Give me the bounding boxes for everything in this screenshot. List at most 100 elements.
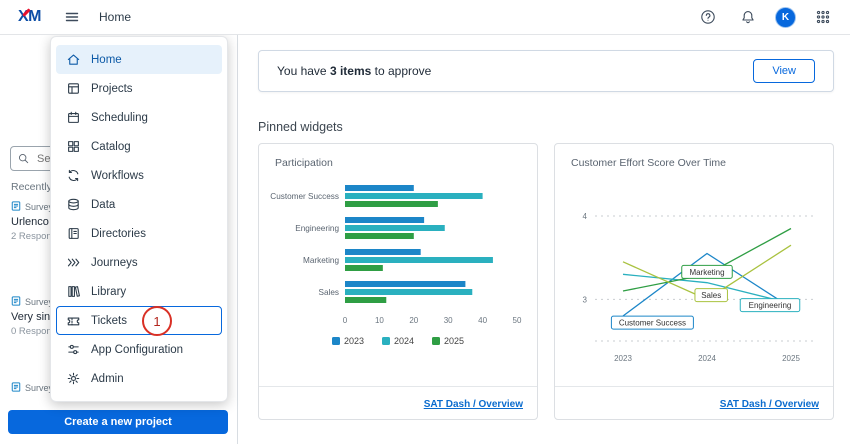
data-icon (66, 197, 81, 212)
item-type-label: Survey (25, 202, 54, 212)
annotation-marker: 1 (142, 306, 172, 336)
svg-text:0: 0 (343, 316, 348, 325)
nav-menu-popover: Home Projects Scheduling Catalog Workflows Da… (50, 36, 228, 402)
svg-text:Marketing: Marketing (689, 268, 724, 277)
home-icon (66, 52, 81, 67)
projects-icon (66, 81, 81, 96)
menu-item-label: Tickets (91, 314, 127, 327)
recent-survey-item[interactable]: Survey Urlenco 2 Respons (11, 201, 226, 242)
menu-item-workflows[interactable]: Workflows (56, 161, 222, 190)
widget-title: Participation (275, 157, 333, 169)
menu-item-label: Library (91, 285, 127, 298)
svg-text:Engineering: Engineering (295, 224, 339, 233)
effort-score-line-chart: 3 4 2023 2024 2025 Marketing Sales Engineering C… (565, 177, 823, 374)
survey-doc-icon (11, 201, 21, 213)
app-grid-icon[interactable] (810, 4, 836, 30)
svg-text:Sales: Sales (701, 291, 721, 300)
menu-item-label: Admin (91, 372, 124, 385)
page-title: Home (99, 10, 132, 24)
recent-survey-item[interactable]: Survey (11, 382, 226, 394)
scheduling-icon (66, 110, 81, 125)
participation-widget: Participation 0 10 20 30 40 50 Customer Succes… (258, 143, 538, 420)
menu-item-label: Directories (91, 227, 146, 240)
menu-item-projects[interactable]: Projects (56, 74, 222, 103)
menu-item-directories[interactable]: Directories (56, 219, 222, 248)
recently-label: Recently (11, 181, 52, 193)
svg-text:50: 50 (513, 316, 522, 325)
catalog-icon (66, 139, 81, 154)
user-avatar[interactable]: K (775, 6, 796, 28)
xm-logo: XM (18, 8, 42, 25)
menu-item-label: Catalog (91, 140, 131, 153)
svg-text:Engineering: Engineering (749, 301, 792, 310)
menu-item-label: Scheduling (91, 111, 148, 124)
view-button[interactable]: View (753, 59, 815, 83)
top-bar: XM Home K (0, 0, 850, 35)
svg-text:Marketing: Marketing (303, 256, 339, 265)
chart-legend: 2023 2024 2025 (331, 336, 464, 346)
journeys-icon (66, 255, 81, 270)
widget-title: Customer Effort Score Over Time (571, 157, 727, 169)
survey-doc-icon (11, 296, 21, 308)
create-new-project-button[interactable]: Create a new project (8, 410, 228, 434)
search-icon (17, 152, 30, 165)
menu-item-label: Home (91, 53, 122, 66)
menu-item-label: Journeys (91, 256, 138, 269)
svg-text:Customer Success: Customer Success (619, 319, 686, 328)
svg-text:2023: 2023 (614, 354, 632, 363)
directories-icon (66, 226, 81, 241)
legend-entry-2025: 2025 (432, 336, 464, 346)
menu-item-label: Projects (91, 82, 133, 95)
menu-item-catalog[interactable]: Catalog (56, 132, 222, 161)
item-title: Urlenco (11, 216, 49, 228)
svg-text:2025: 2025 (782, 354, 800, 363)
participation-bar-chart: 0 10 20 30 40 50 Customer Success Engineering Ma… (269, 177, 527, 332)
recent-survey-item[interactable]: Survey Very sin 0 Respons (11, 296, 226, 337)
legend-entry-2023: 2023 (331, 336, 364, 346)
svg-text:3: 3 (583, 295, 588, 304)
menu-item-library[interactable]: Library (56, 277, 222, 306)
menu-item-label: Data (91, 198, 116, 211)
workflows-icon (66, 168, 81, 183)
pinned-widgets-row: Participation 0 10 20 30 40 50 Customer Succes… (258, 143, 834, 420)
svg-text:Sales: Sales (319, 288, 339, 297)
approval-text: You have 3 items to approve (277, 64, 432, 78)
sat-dash-overview-link[interactable]: SAT Dash / Overview (423, 399, 523, 410)
menu-item-home[interactable]: Home (56, 45, 222, 74)
app-configuration-icon (66, 342, 81, 357)
item-meta: 2 Respons (11, 231, 57, 242)
survey-doc-icon (11, 382, 21, 394)
item-title: Very sin (11, 311, 51, 323)
help-icon[interactable] (695, 4, 721, 30)
customer-effort-widget: Customer Effort Score Over Time 3 4 2023 20… (554, 143, 834, 420)
notifications-bell-icon[interactable] (735, 4, 761, 30)
approval-banner: You have 3 items to approve View (258, 50, 834, 92)
tickets-icon (66, 313, 81, 328)
menu-item-label: App Configuration (91, 343, 184, 356)
admin-icon (66, 371, 81, 386)
hamburger-menu-icon[interactable] (59, 4, 85, 30)
legend-entry-2024: 2024 (381, 336, 414, 346)
item-type-label: Survey (25, 383, 54, 393)
menu-item-journeys[interactable]: Journeys (56, 248, 222, 277)
item-type-label: Survey (25, 297, 54, 307)
menu-item-tickets[interactable]: Tickets (56, 306, 222, 335)
svg-text:2024: 2024 (698, 354, 716, 363)
menu-item-scheduling[interactable]: Scheduling (56, 103, 222, 132)
pinned-widgets-heading: Pinned widgets (258, 120, 343, 134)
sat-dash-overview-link[interactable]: SAT Dash / Overview (719, 399, 819, 410)
svg-text:20: 20 (409, 316, 418, 325)
menu-item-label: Workflows (91, 169, 144, 182)
item-meta: 0 Respons (11, 326, 57, 337)
svg-text:4: 4 (583, 212, 588, 221)
library-icon (66, 284, 81, 299)
svg-text:40: 40 (478, 316, 487, 325)
menu-item-admin[interactable]: Admin (56, 364, 222, 393)
menu-item-app-configuration[interactable]: App Configuration (56, 335, 222, 364)
svg-text:Customer Success: Customer Success (270, 192, 339, 201)
menu-item-data[interactable]: Data (56, 190, 222, 219)
svg-text:10: 10 (375, 316, 384, 325)
svg-text:30: 30 (444, 316, 453, 325)
main-content: You have 3 items to approve View Pinned … (238, 34, 850, 444)
